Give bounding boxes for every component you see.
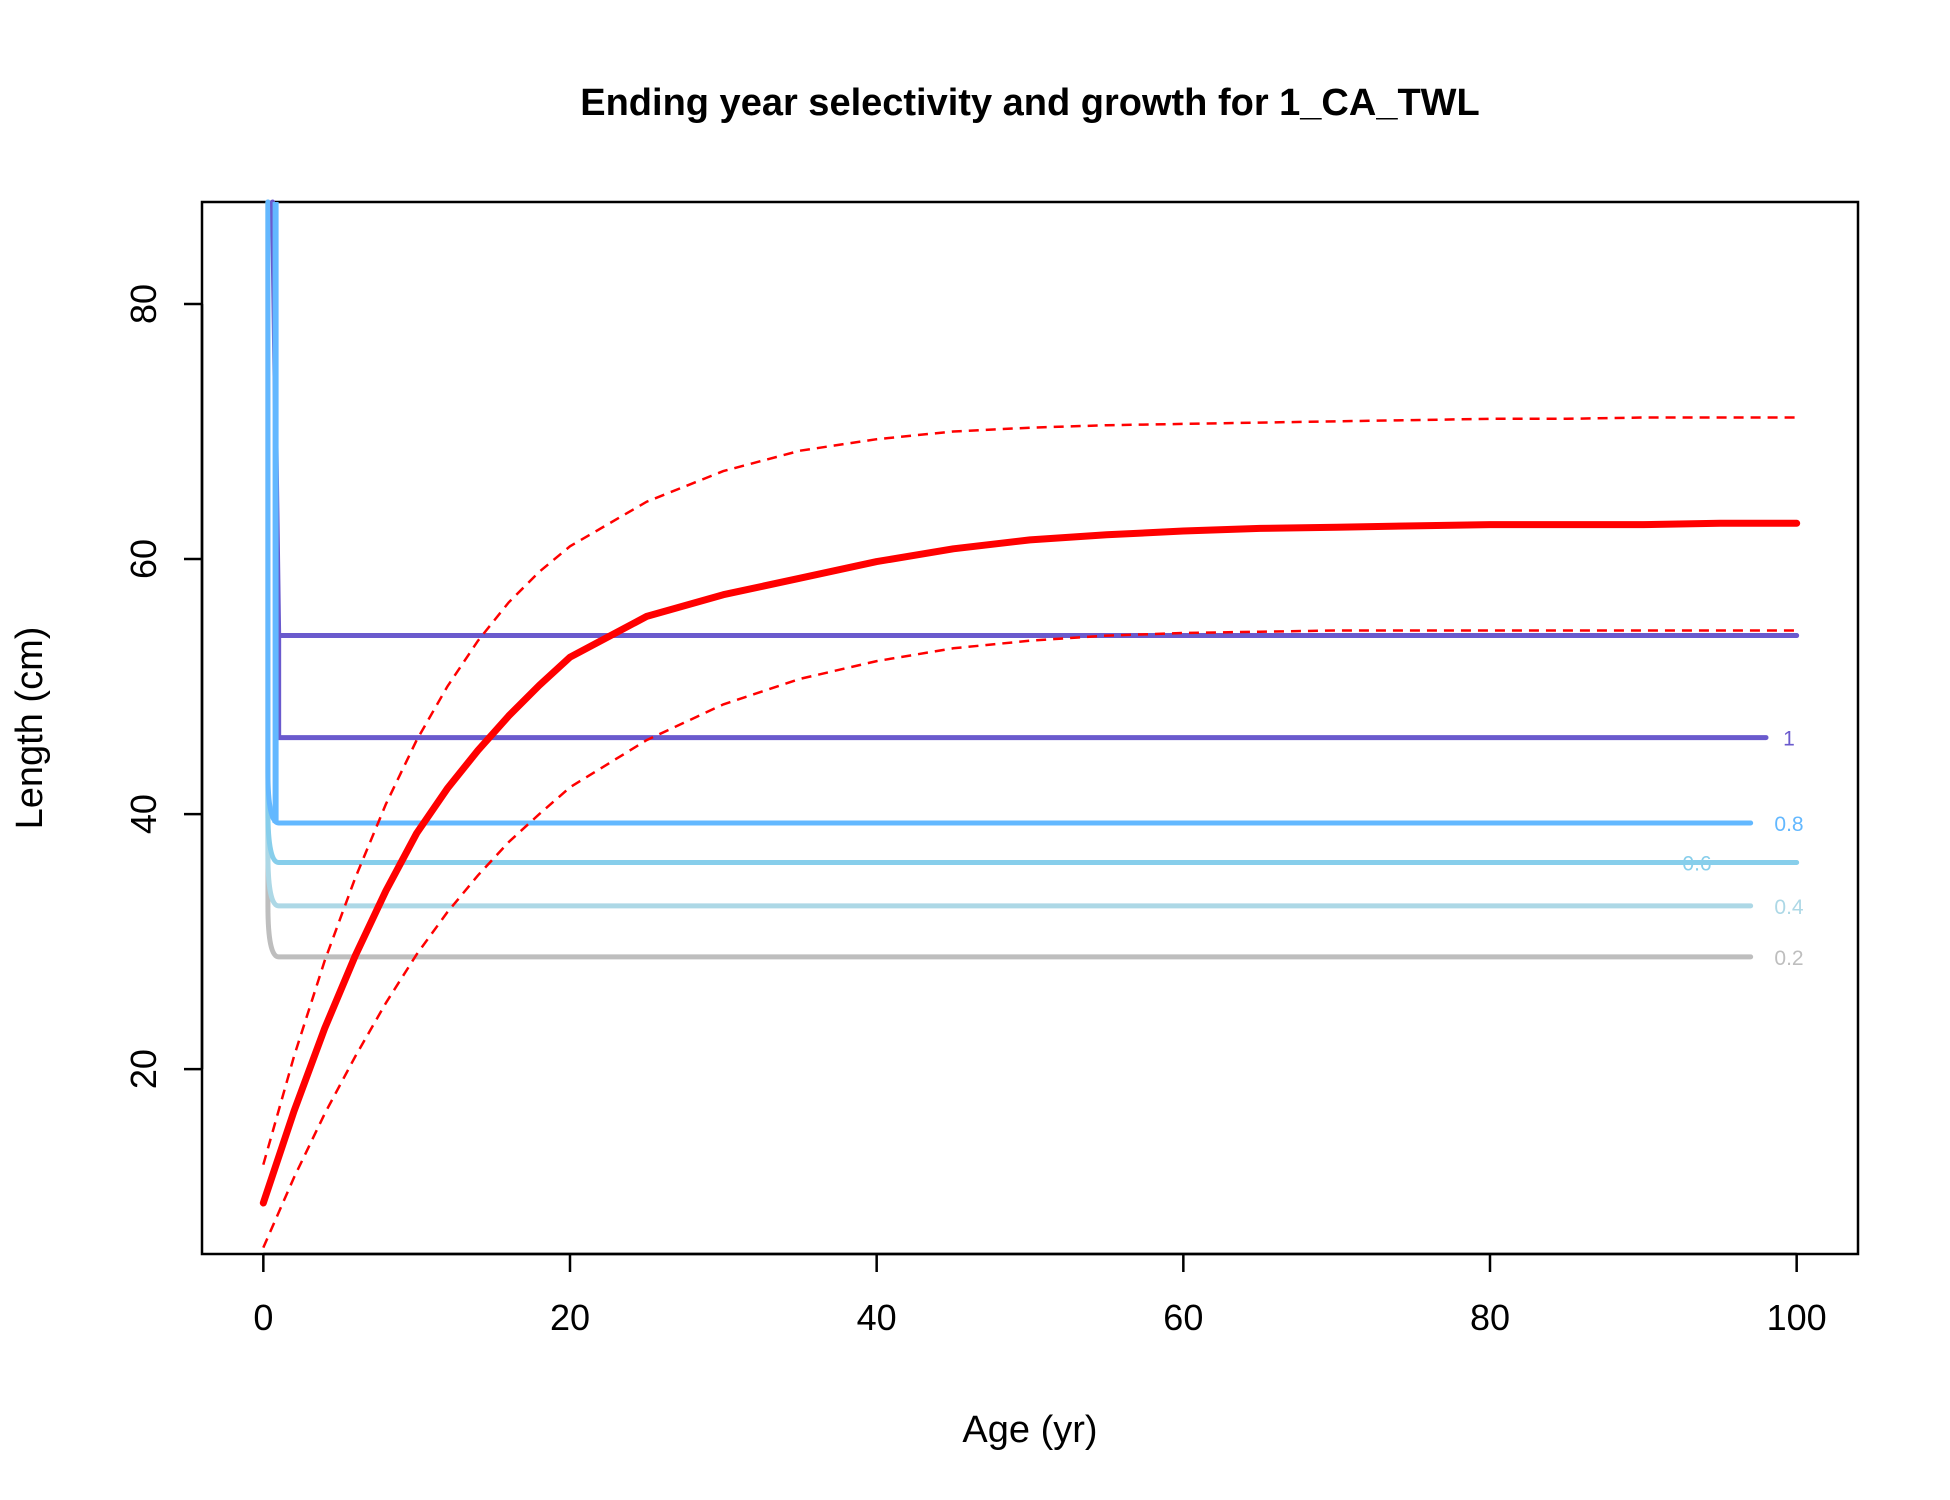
x-tick-label: 0 (253, 1297, 273, 1338)
x-tick-label: 60 (1163, 1297, 1203, 1338)
growth-upper-interval (262, 416, 1797, 1166)
series-layer: 0.2 0.4 0.6 0.8 1 (259, 199, 1804, 1249)
selectivity-contour-0.2 (265, 199, 1754, 960)
x-tick-label: 100 (1767, 1297, 1827, 1338)
contour-label-1: 1 (1783, 728, 1795, 751)
y-tick-label: 80 (123, 284, 164, 324)
x-tick-label: 80 (1470, 1297, 1510, 1338)
growth-mean-curve (259, 519, 1801, 1207)
selectivity-contour-0.8 (265, 199, 1754, 826)
y-tick-label: 40 (123, 794, 164, 834)
y-tick-label: 60 (123, 539, 164, 579)
x-tick-label: 40 (857, 1297, 897, 1338)
y-axis-label: Length (cm) (9, 627, 51, 830)
x-axis-label: Age (yr) (962, 1409, 1097, 1451)
selectivity-contour-1 (270, 199, 1800, 741)
y-axis: 20 40 60 80 (123, 284, 204, 1089)
growth-lower-interval (262, 629, 1797, 1249)
x-tick-label: 20 (550, 1297, 590, 1338)
contour-label-0.8: 0.8 (1774, 813, 1803, 836)
plot-frame (200, 200, 1860, 1256)
x-axis: 0 20 40 60 80 100 (253, 1252, 1827, 1338)
selectivity-contour-0.4 (265, 199, 1754, 909)
selectivity-contour-0.6 (265, 199, 1800, 866)
contour-label-0.4: 0.4 (1774, 896, 1804, 919)
y-tick-label: 20 (123, 1049, 164, 1089)
chart-title: Ending year selectivity and growth for 1… (580, 82, 1480, 124)
contour-label-0.6: 0.6 (1682, 853, 1711, 876)
contour-label-0.2: 0.2 (1774, 947, 1803, 970)
